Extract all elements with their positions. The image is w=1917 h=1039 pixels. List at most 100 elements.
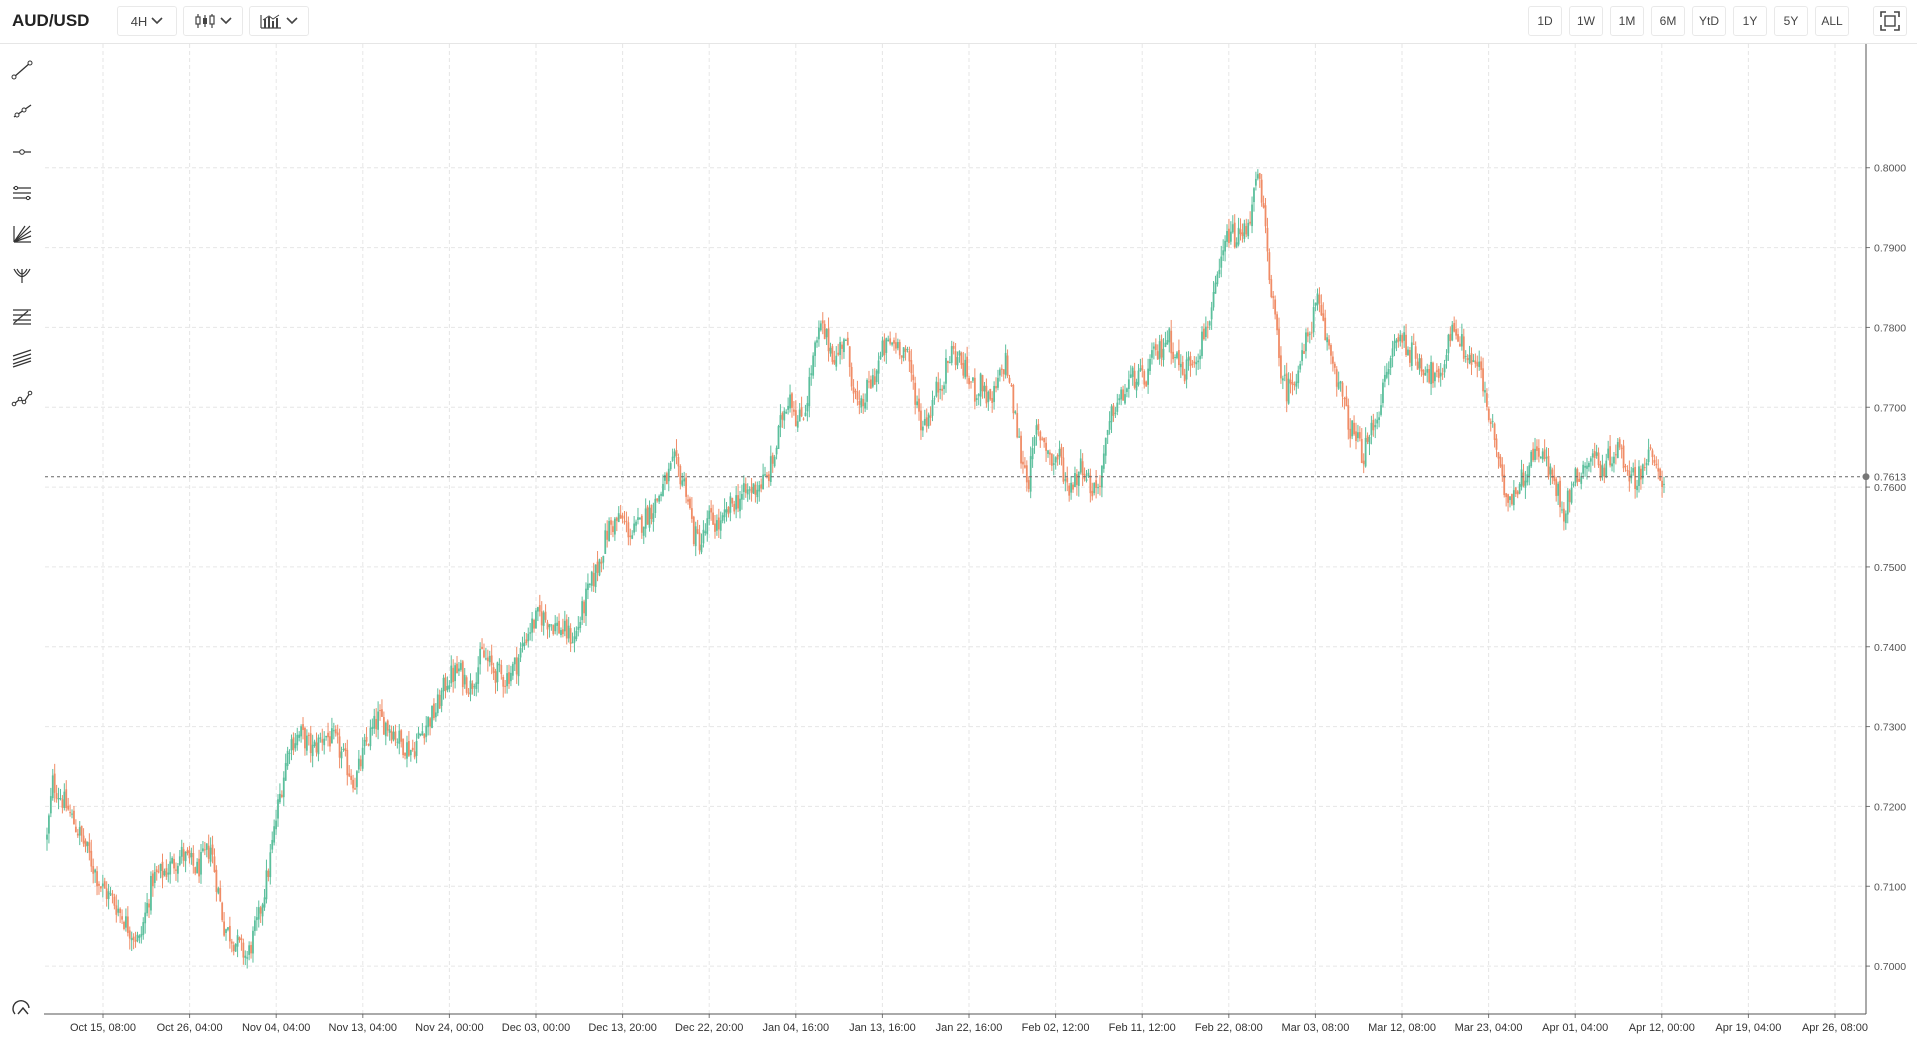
range-button-1y[interactable]: 1Y	[1733, 6, 1767, 36]
candle	[648, 500, 651, 532]
candle	[1281, 375, 1284, 390]
candle	[550, 624, 553, 631]
tool-crosshair-settings[interactable]	[6, 994, 38, 1026]
tool-path[interactable]	[6, 384, 38, 416]
candle	[1116, 393, 1119, 416]
candle	[467, 688, 470, 697]
candle	[125, 908, 127, 932]
x-tick-label: Jan 22, 16:00	[936, 1022, 1003, 1034]
candle	[891, 341, 893, 347]
candle	[1591, 448, 1594, 466]
candle	[1193, 355, 1196, 368]
candle	[248, 941, 251, 961]
candle	[719, 511, 722, 540]
y-tick-label: 0.7300	[1874, 722, 1906, 734]
price-chart[interactable]: 0.8000 0.7900 0.7800 0.7700 0.7600 0.7500 0.74…	[44, 44, 1917, 1039]
candle	[1201, 326, 1203, 359]
candle	[103, 877, 106, 889]
range-button-all[interactable]: ALL	[1815, 6, 1849, 36]
candle	[277, 794, 279, 827]
candle	[1532, 442, 1534, 463]
tool-trend-line[interactable]	[6, 56, 38, 88]
tool-horizontal-line[interactable]	[6, 138, 38, 170]
candle	[1122, 385, 1124, 401]
x-tick-label: Mar 12, 08:00	[1368, 1022, 1436, 1034]
candle	[473, 683, 476, 697]
candle	[1316, 288, 1319, 311]
tool-fan[interactable]	[6, 220, 38, 252]
candle	[1568, 488, 1571, 513]
candle	[742, 475, 745, 500]
candle	[1451, 320, 1454, 342]
candle	[1649, 444, 1652, 451]
candle	[307, 732, 310, 746]
candle	[935, 376, 938, 398]
candle	[1312, 299, 1315, 338]
candle	[1597, 447, 1600, 468]
candle	[1268, 248, 1271, 285]
indicators-selector[interactable]	[249, 6, 309, 36]
candle	[669, 460, 672, 471]
range-button-1w[interactable]: 1W	[1569, 6, 1603, 36]
candle	[271, 831, 274, 854]
candle	[1143, 369, 1146, 389]
tool-parallel-channel[interactable]	[6, 179, 38, 211]
symbol-title: AUD/USD	[12, 11, 90, 30]
candle	[1010, 383, 1013, 387]
range-button-ytd[interactable]: YtD	[1692, 6, 1726, 36]
range-button-5y[interactable]: 5Y	[1774, 6, 1808, 36]
candle	[406, 735, 408, 768]
candle	[1472, 354, 1475, 363]
candle	[1534, 437, 1536, 463]
candle	[1616, 437, 1619, 459]
tool-fib-retracement[interactable]	[6, 302, 38, 334]
range-button-6m[interactable]: 6M	[1651, 6, 1685, 36]
candle	[1599, 460, 1602, 482]
candle	[155, 865, 158, 881]
candle	[1482, 357, 1484, 397]
candle	[300, 724, 302, 743]
interval-selector[interactable]: 4H	[117, 6, 177, 36]
candle	[854, 388, 857, 400]
candle	[1191, 359, 1194, 368]
candle	[1033, 435, 1036, 454]
candle	[286, 746, 289, 770]
chart-type-selector[interactable]	[183, 6, 243, 36]
candle	[1403, 325, 1406, 348]
candle	[86, 841, 89, 854]
candle	[829, 342, 832, 357]
tool-pitchfork[interactable]	[6, 261, 38, 293]
candle	[51, 768, 54, 801]
candle	[1243, 219, 1246, 243]
candle	[508, 664, 510, 689]
candle	[844, 338, 847, 341]
fullscreen-button[interactable]	[1873, 6, 1907, 36]
candle	[694, 521, 697, 557]
candle	[877, 352, 880, 385]
chart-area[interactable]: 0.8000 0.7900 0.7800 0.7700 0.7600 0.7500 0.74…	[44, 44, 1917, 1039]
candle	[319, 732, 322, 743]
candle	[334, 725, 337, 737]
candle	[223, 912, 225, 937]
candle	[629, 528, 632, 546]
y-tick-label: 0.7700	[1874, 402, 1906, 414]
candle	[1012, 383, 1015, 420]
candle	[250, 941, 252, 959]
candle	[230, 938, 233, 953]
candle	[791, 392, 793, 418]
candle	[180, 839, 183, 864]
range-button-1d[interactable]: 1D	[1528, 6, 1562, 36]
candle	[259, 905, 262, 923]
tool-ray[interactable]	[6, 97, 38, 129]
candle	[1341, 381, 1344, 407]
candle	[954, 342, 957, 371]
candle	[1383, 365, 1386, 388]
candle	[823, 320, 826, 340]
candle	[681, 472, 684, 487]
candle	[852, 379, 855, 403]
range-button-1m[interactable]: 1M	[1610, 6, 1644, 36]
candle	[1407, 346, 1409, 356]
tool-fib-extension[interactable]	[6, 343, 38, 375]
candle	[560, 627, 562, 638]
candle	[1426, 363, 1429, 383]
